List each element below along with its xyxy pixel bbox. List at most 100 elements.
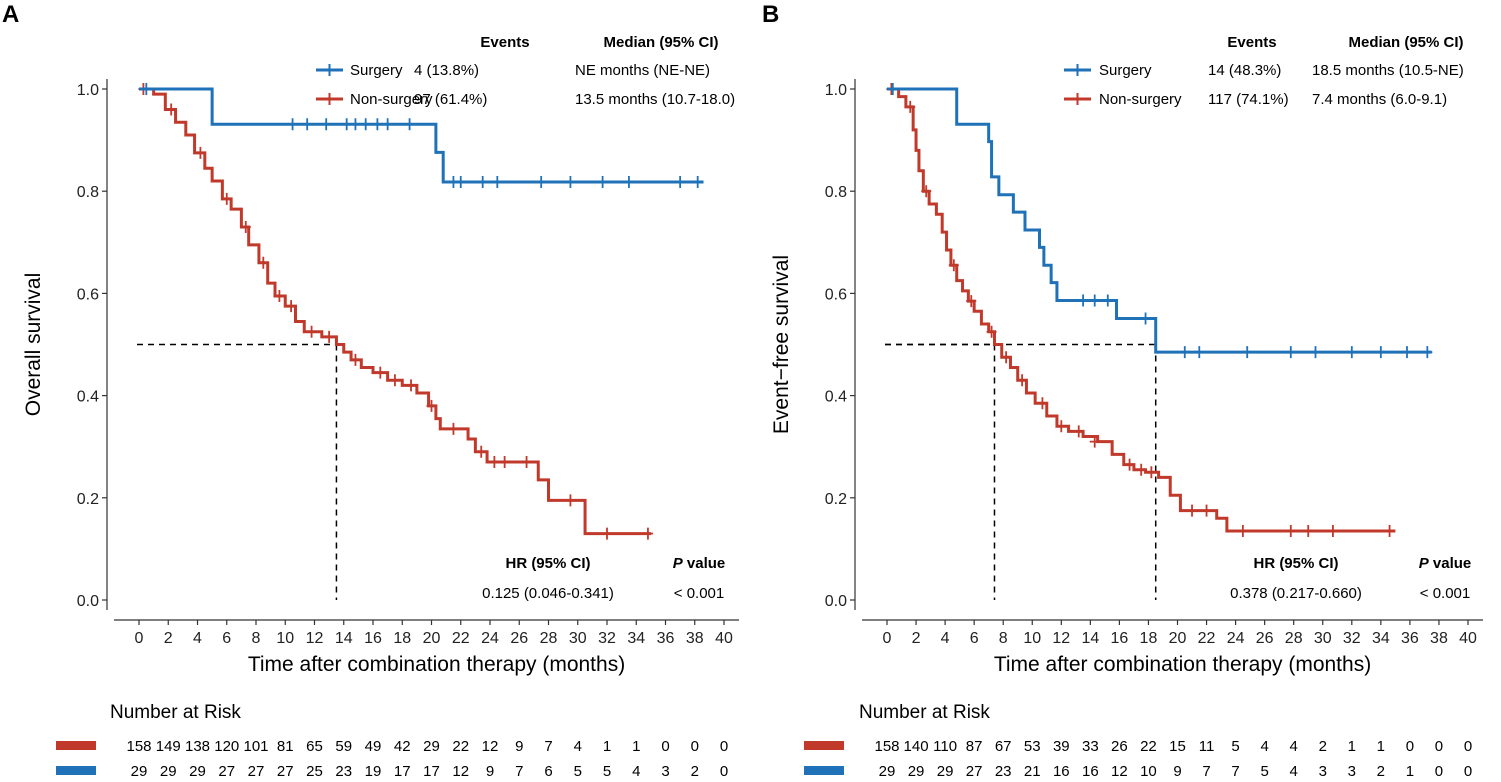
surgery-censor-mark: [1102, 294, 1113, 307]
p-value-header-italic: P: [673, 555, 684, 572]
nonsurgery-censor-mark: [1201, 504, 1212, 517]
risk-count: 16: [1082, 763, 1099, 780]
y-tick-label: 0.8: [77, 184, 99, 201]
y-tick-label: 0.6: [825, 286, 847, 303]
y-tick-label: 0.8: [825, 184, 847, 201]
surgery-censor-mark: [887, 83, 898, 95]
risk-count: 7: [1202, 763, 1210, 780]
x-tick-label: 24: [1227, 630, 1245, 647]
surgery-censor-mark: [477, 176, 488, 189]
risk-count: 87: [966, 738, 983, 755]
risk-count: 53: [1024, 738, 1041, 755]
risk-row-color-bar: [804, 766, 844, 775]
risk-count: 33: [1082, 738, 1099, 755]
y-tick-label: 1.0: [77, 82, 99, 99]
risk-count: 7: [515, 763, 523, 780]
x-tick-label: 10: [276, 630, 294, 647]
risk-count: 2: [691, 763, 699, 780]
x-tick-label: 40: [1459, 630, 1477, 647]
nonsurgery-censor-mark: [905, 100, 916, 113]
risk-count: 12: [452, 763, 469, 780]
y-axis-title: Overall survival: [22, 273, 45, 417]
risk-count: 29: [131, 763, 148, 780]
risk-count: 22: [452, 738, 469, 755]
legend-median-header: Median (95% CI): [1348, 34, 1463, 51]
risk-count: 67: [995, 738, 1012, 755]
nonsurgery-censor-mark: [1001, 351, 1012, 364]
x-tick-label: 8: [999, 630, 1008, 647]
nonsurgery-censor-mark: [986, 325, 997, 338]
nonsurgery-censor-mark: [240, 220, 251, 233]
risk-table-title: Number at Risk: [110, 702, 241, 723]
risk-count: 1: [632, 738, 640, 755]
risk-count: 4: [574, 738, 582, 755]
risk-count: 42: [394, 738, 411, 755]
x-tick-label: 24: [481, 630, 499, 647]
risk-count: 22: [1140, 738, 1157, 755]
risk-count: 0: [1435, 738, 1443, 755]
nonsurgery-censor-mark: [1017, 374, 1028, 387]
risk-count: 27: [218, 763, 235, 780]
risk-count: 0: [720, 738, 728, 755]
risk-count: 26: [1111, 738, 1128, 755]
risk-count: 29: [937, 763, 954, 780]
risk-count: 1: [1348, 738, 1356, 755]
p-value: < 0.001: [674, 585, 724, 602]
legend-events: 97 (61.4%): [414, 91, 487, 108]
risk-count: 3: [661, 763, 669, 780]
risk-count: 9: [515, 738, 523, 755]
surgery-censor-mark: [455, 176, 466, 189]
risk-count: 120: [214, 738, 239, 755]
nonsurgery-censor-mark: [602, 527, 612, 540]
risk-count: 0: [1464, 763, 1472, 780]
x-axis-title: Time after combination therapy (months): [994, 653, 1371, 676]
y-tick-label: 0.0: [825, 593, 847, 610]
y-tick-label: 0.4: [825, 389, 847, 406]
risk-count: 21: [1024, 763, 1041, 780]
surgery-censor-mark: [141, 83, 152, 95]
y-tick-label: 0.2: [77, 491, 99, 508]
nonsurgery-censor-mark: [389, 374, 400, 387]
risk-count: 0: [720, 763, 728, 780]
risk-count: 110: [933, 738, 957, 755]
x-tick-label: 0: [135, 630, 144, 647]
p-value-header-rest: value: [683, 555, 726, 572]
risk-count: 0: [661, 738, 669, 755]
risk-count: 29: [423, 738, 440, 755]
x-tick-label: 20: [1169, 630, 1187, 647]
nonsurgery-censor-mark: [448, 422, 459, 435]
x-tick-label: 30: [569, 630, 587, 647]
legend-swatch-mark: [324, 93, 335, 105]
legend-events: 4 (13.8%): [414, 62, 479, 79]
x-tick-label: 10: [1023, 630, 1041, 647]
risk-count: 1: [603, 738, 611, 755]
surgery-censor-mark: [1285, 346, 1296, 359]
risk-count: 5: [603, 763, 611, 780]
nonsurgery-censor-mark: [521, 456, 532, 469]
y-tick-label: 1.0: [825, 82, 847, 99]
x-axis-title: Time after combination therapy (months): [248, 653, 625, 676]
x-tick-label: 2: [164, 630, 173, 647]
hr-header: HR (95% CI): [1253, 555, 1338, 572]
x-tick-label: 6: [222, 630, 231, 647]
y-tick-label: 0.4: [77, 389, 99, 406]
nonsurgery-censor-mark: [1303, 525, 1314, 538]
hr-value: 0.125 (0.046-0.341): [482, 585, 614, 602]
x-tick-label: 18: [393, 630, 411, 647]
legend-events-header: Events: [480, 34, 529, 51]
risk-count: 7: [1231, 763, 1239, 780]
x-tick-label: 32: [1343, 630, 1361, 647]
risk-count: 15: [1169, 738, 1186, 755]
risk-count: 39: [1053, 738, 1070, 755]
risk-count: 9: [486, 763, 494, 780]
panel-b: B0.00.20.40.60.81.00 2 4 6 8 10 12 14 16 18 20 22 24…: [762, 1, 1483, 780]
risk-count: 3: [1319, 763, 1327, 780]
nonsurgery-censor-mark: [166, 103, 177, 116]
nonsurgery-censor-mark: [1146, 466, 1157, 479]
surgery-censor-mark: [492, 176, 503, 189]
nonsurgery-censor-mark: [642, 527, 653, 540]
y-tick-label: 0.0: [77, 593, 99, 610]
y-tick-label: 0.6: [77, 286, 99, 303]
risk-row-color-bar: [56, 741, 96, 750]
x-tick-label: 36: [1401, 630, 1419, 647]
